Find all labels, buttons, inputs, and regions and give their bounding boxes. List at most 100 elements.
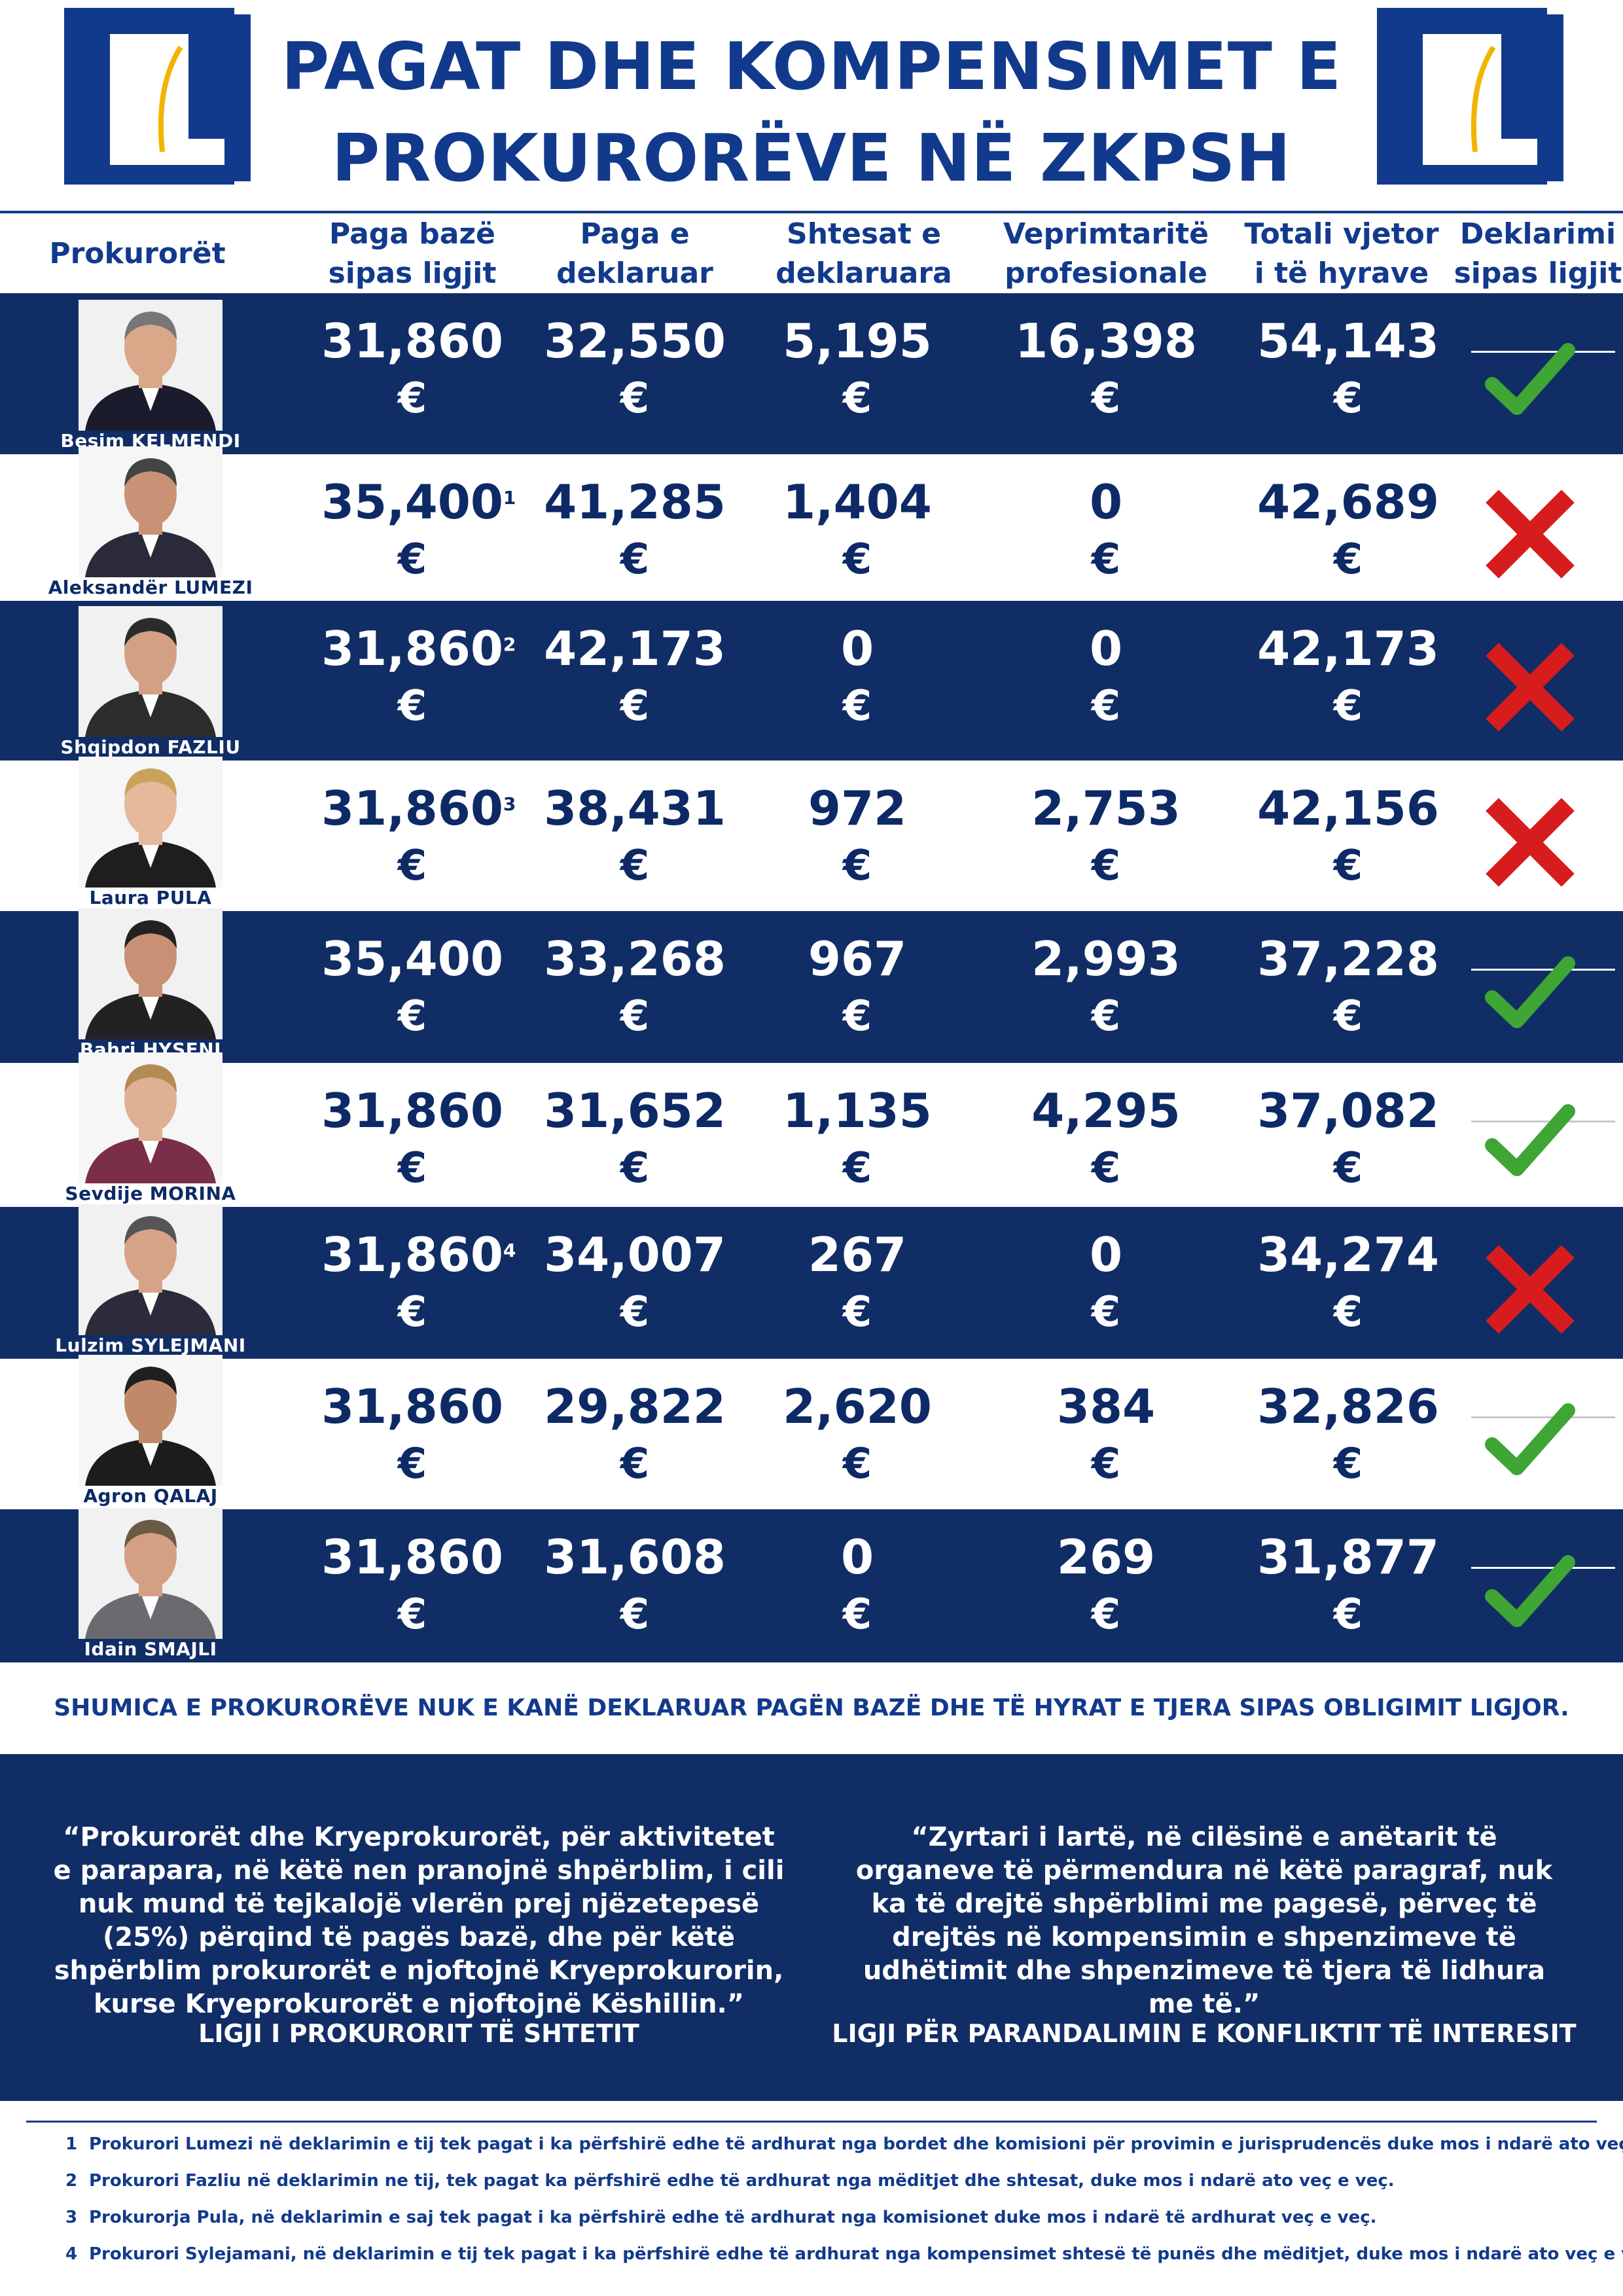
euro-symbol: €	[1091, 992, 1121, 1041]
amount-value: 31,860	[308, 1528, 517, 1587]
amount-text: 972	[808, 781, 907, 836]
cross-icon	[1484, 1244, 1576, 1335]
euro-symbol: €	[842, 1288, 872, 1336]
footnote-1: 1 Prokurori Lumezi në deklarimin e tij te…	[65, 2134, 1623, 2154]
column-header-declared-extras: Shtesat e deklaruara	[776, 217, 952, 290]
table-row: Aleksandër LUMEZI 35,400 1 €41,285 €1,404 €0 €…	[0, 446, 1623, 601]
amount-text: 16,398	[1015, 314, 1197, 368]
euro-symbol: €	[620, 535, 650, 584]
amount-text: 35,400	[321, 931, 503, 986]
amount-text: 35,400	[321, 475, 503, 529]
amount-value: 34,274	[1243, 1225, 1453, 1284]
law-source-left: LIGJI I PROKURORIT TË SHTETIT	[198, 2019, 639, 2048]
declared-salary-cell: 31,608 €	[530, 1528, 740, 1643]
euro-symbol: €	[1091, 842, 1121, 890]
base-salary-cell: 31,860 €	[308, 1377, 517, 1492]
amount-text: 384	[1056, 1379, 1156, 1434]
professional-cell: 2,753 €	[995, 779, 1217, 894]
euro-symbol: €	[397, 1590, 427, 1639]
prosecutor-name: Sevdije MORINA	[65, 1183, 236, 1204]
euro-symbol: €	[1091, 682, 1121, 730]
amount-text: 31,860	[321, 1083, 503, 1138]
amount-text: 54,143	[1257, 314, 1439, 368]
amount-text: 37,082	[1257, 1083, 1439, 1138]
prosecutor-photo	[52, 908, 249, 1039]
euro-symbol: €	[1091, 1590, 1121, 1639]
euro-symbol: €	[1333, 374, 1363, 423]
professional-cell: 0 €	[995, 619, 1217, 734]
euro-symbol: €	[842, 535, 872, 584]
amount-text: 31,860	[321, 314, 503, 368]
checkmark-icon	[1484, 1395, 1576, 1486]
declared-salary-cell: 29,822 €	[530, 1377, 740, 1492]
amount-text: 2,753	[1031, 781, 1181, 836]
amount-value: 16,398	[995, 312, 1217, 370]
footnote-divider	[26, 2121, 1597, 2123]
total-cell: 42,156 €	[1243, 779, 1453, 894]
prosecutor-name: Lulzim SYLEJMANI	[55, 1335, 246, 1356]
table-header: Prokurorët Paga bazë sipas ligjit Paga e…	[0, 215, 1623, 293]
declared-salary-cell: 41,285 €	[530, 473, 740, 588]
euro-symbol: €	[842, 992, 872, 1041]
amount-value: 2,753	[995, 779, 1217, 838]
extras-cell: 267 €	[753, 1225, 962, 1340]
amount-value: 35,400 1	[308, 473, 517, 531]
amount-text: 5,195	[783, 314, 932, 368]
euro-symbol: €	[1333, 535, 1363, 584]
amount-text: 42,173	[1257, 621, 1439, 676]
column-header-prosecutors: Prokurorët	[49, 237, 226, 270]
amount-text: 269	[1056, 1530, 1156, 1585]
euro-symbol: €	[397, 682, 427, 730]
amount-text: 31,877	[1257, 1530, 1439, 1585]
base-salary-cell: 35,400 €	[308, 929, 517, 1045]
euro-symbol: €	[842, 1590, 872, 1639]
amount-value: 31,652	[530, 1081, 740, 1140]
amount-value: 5,195	[753, 312, 962, 370]
declared-salary-cell: 32,550 €	[530, 312, 740, 427]
euro-symbol: €	[397, 535, 427, 584]
amount-value: 32,826	[1243, 1377, 1453, 1436]
amount-text: 42,173	[544, 621, 726, 676]
euro-symbol: €	[1091, 535, 1121, 584]
table-row: Shqipdon FAZLIU 31,860 2 €42,173 €0 €0 €42,173…	[0, 601, 1623, 761]
amount-value: 42,173	[530, 619, 740, 678]
extras-cell: 5,195 €	[753, 312, 962, 427]
table-row: Laura PULA 31,860 3 €38,431 €972 €2,753 €42,15…	[0, 757, 1623, 911]
amount-value: 42,689	[1243, 473, 1453, 531]
euro-symbol: €	[620, 1590, 650, 1639]
column-header-declared-salary: Paga e deklaruar	[556, 217, 713, 290]
amount-value: 2,620	[753, 1377, 962, 1436]
base-salary-cell: 31,860 €	[308, 1528, 517, 1643]
total-cell: 37,228 €	[1243, 929, 1453, 1045]
prosecutor-name: Laura PULA	[89, 887, 212, 908]
euro-symbol: €	[620, 992, 650, 1041]
mark-divider	[1471, 969, 1615, 971]
euro-symbol: €	[1333, 1288, 1363, 1336]
euro-symbol: €	[397, 1144, 427, 1193]
amount-value: 267	[753, 1225, 962, 1284]
amount-value: 42,156	[1243, 779, 1453, 838]
logo-icon	[1377, 8, 1573, 198]
professional-cell: 0 €	[995, 473, 1217, 588]
amount-text: 29,822	[544, 1379, 726, 1434]
euro-symbol: €	[620, 1440, 650, 1488]
euro-symbol: €	[1091, 374, 1121, 423]
amount-text: 4,295	[1031, 1083, 1181, 1138]
mark-divider	[1471, 1416, 1615, 1418]
footnote-3: 3 Prokurorja Pula, në deklarimin e saj te…	[65, 2208, 1377, 2227]
base-salary-cell: 31,860 4 €	[308, 1225, 517, 1340]
amount-value: 269	[995, 1528, 1217, 1587]
amount-text: 31,860	[321, 781, 503, 836]
amount-text: 32,550	[544, 314, 726, 368]
euro-symbol: €	[1333, 1590, 1363, 1639]
base-salary-cell: 31,860 €	[308, 1081, 517, 1196]
euro-symbol: €	[397, 1440, 427, 1488]
euro-symbol: €	[842, 682, 872, 730]
prosecutor-photo	[52, 1355, 249, 1486]
euro-symbol: €	[397, 992, 427, 1041]
amount-text: 1,404	[783, 475, 932, 529]
prosecutor-name: Agron QALAJ	[83, 1485, 218, 1507]
amount-value: 4,295	[995, 1081, 1217, 1140]
euro-symbol: €	[620, 842, 650, 890]
footnote-4: 4 Prokurori Sylejamani, në deklarimin e t…	[65, 2244, 1623, 2264]
